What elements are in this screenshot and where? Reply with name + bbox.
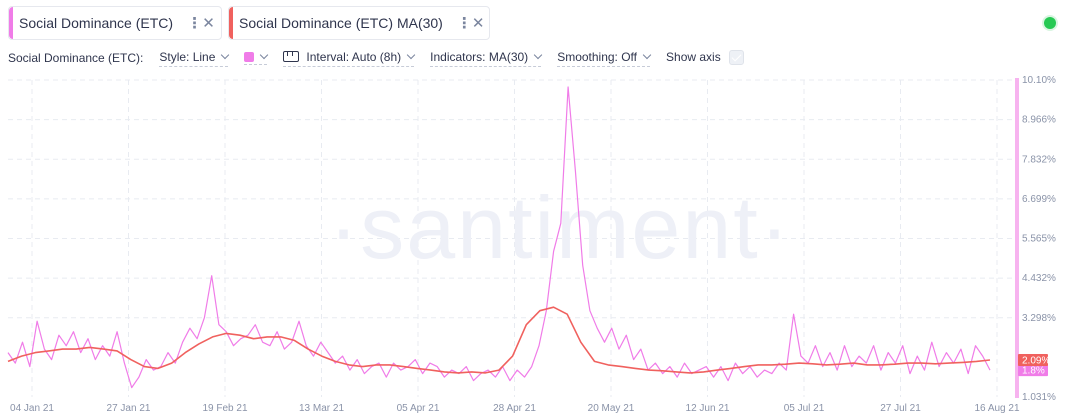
y-tick-label: 7.832%	[1022, 154, 1056, 165]
series-line-social-dominance	[7, 86, 991, 389]
indicators-label: Indicators: MA(30)	[430, 49, 529, 64]
tab-accent	[229, 7, 233, 39]
smoothing-label: Smoothing: Off	[557, 49, 638, 64]
style-dropdown[interactable]: Style: Line	[159, 49, 230, 67]
close-icon[interactable]: ✕	[202, 15, 215, 32]
tab-accent	[9, 7, 13, 39]
smoothing-dropdown[interactable]: Smoothing: Off	[557, 49, 652, 67]
tab-social-dominance[interactable]: Social Dominance (ETC) ⋮ ✕	[8, 6, 222, 40]
x-tick-label: 13 Mar 21	[299, 403, 344, 414]
live-status-dot	[1044, 17, 1056, 29]
y-tick-label: 4.432%	[1022, 273, 1056, 284]
x-tick-label: 20 May 21	[588, 403, 635, 414]
series-line-ma30	[7, 306, 991, 374]
y-tick-label: 8.966%	[1022, 115, 1056, 126]
last-value-labels: 1.8%2.09%	[1018, 353, 1050, 377]
style-label: Style: Line	[159, 49, 216, 64]
x-axis-ticks: 04 Jan 21 27 Jan 21 19 Feb 21 13 Mar 21 05 A…	[10, 403, 1020, 414]
show-axis-label: Show axis	[666, 50, 721, 64]
indicators-dropdown[interactable]: Indicators: MA(30)	[430, 49, 543, 67]
y-tick-label: 6.699%	[1022, 194, 1056, 205]
color-swatch	[244, 51, 255, 62]
last-value-badge	[1018, 353, 1048, 366]
x-tick-label: 12 Jun 21	[686, 403, 730, 414]
x-tick-label: 05 Apr 21	[397, 403, 440, 414]
x-tick-label: 27 Jul 21	[880, 403, 921, 414]
metric-settings-bar: Social Dominance (ETC): Style: Line Inte…	[8, 48, 760, 68]
more-options-icon[interactable]: ⋮	[187, 15, 203, 32]
tab-social-dominance-ma30[interactable]: Social Dominance (ETC) MA(30) ⋮ ✕	[228, 6, 490, 40]
x-tick-label: 27 Jan 21	[107, 403, 151, 414]
settings-title: Social Dominance (ETC):	[8, 51, 144, 65]
metric-tabs: Social Dominance (ETC) ⋮ ✕ Social Domina…	[8, 6, 490, 40]
x-tick-label: 16 Aug 21	[974, 403, 1019, 414]
tab-label: Social Dominance (ETC) MA(30)	[239, 15, 443, 31]
x-tick-label: 05 Jul 21	[784, 403, 825, 414]
last-value-text: 1.8%	[1022, 366, 1045, 377]
color-picker[interactable]	[244, 50, 269, 65]
last-value-badge	[1018, 364, 1048, 377]
y-tick-label: 10.10%	[1022, 75, 1056, 86]
y-axis-ticks: 10.10% 8.966% 7.832% 6.699% 5.565% 4.432% 3.29…	[1022, 75, 1056, 403]
show-axis-checkbox[interactable]	[728, 49, 744, 65]
more-options-icon[interactable]: ⋮	[456, 15, 472, 32]
y-tick-label: 1.031%	[1022, 392, 1056, 403]
x-tick-label: 04 Jan 21	[10, 403, 54, 414]
y-tick-label: 5.565%	[1022, 234, 1056, 245]
close-icon[interactable]: ✕	[471, 15, 485, 32]
tab-label: Social Dominance (ETC)	[19, 15, 174, 31]
santiment-watermark: ·santiment·	[329, 178, 791, 277]
x-tick-label: 28 Apr 21	[493, 403, 536, 414]
last-value-text: 2.09%	[1022, 355, 1050, 366]
y-tick-label: 3.298%	[1022, 313, 1056, 324]
axis-range-bar	[1015, 78, 1019, 398]
interval-label: Interval: Auto (8h)	[306, 49, 402, 64]
interval-dropdown[interactable]: Interval: Auto (8h)	[283, 49, 416, 67]
show-axis-toggle[interactable]: Show axis	[666, 49, 744, 67]
calendar-icon	[283, 51, 300, 62]
x-tick-label: 19 Feb 21	[202, 403, 247, 414]
